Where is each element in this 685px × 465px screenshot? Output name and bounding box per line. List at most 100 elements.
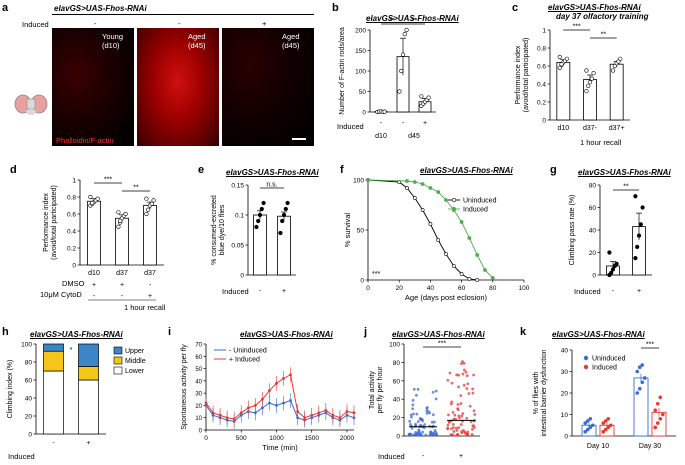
- c-2-sig-text: **: [601, 32, 607, 39]
- i-series-1-pt-8: [260, 397, 264, 401]
- f-series-0-pt-5: [428, 222, 433, 226]
- j-pt-0-47: [435, 433, 439, 437]
- c-ylabel-0: Performance index: [515, 45, 522, 104]
- k-ytick-label-1: 10: [561, 412, 569, 419]
- j-ytick-label-1: 20: [393, 415, 401, 422]
- i-series-1-pt-2: [218, 413, 222, 417]
- i-series-1-pt-5: [239, 411, 243, 415]
- g-pt-1-4: [640, 205, 645, 210]
- micrograph-3-caption-line2: (d45): [282, 41, 300, 50]
- g-pt-1-3: [638, 222, 643, 227]
- scale-bar: [292, 138, 306, 140]
- c-ytick-label-0: 0: [542, 118, 546, 125]
- j-pt-1-48: [457, 385, 460, 389]
- d-pt-1-6: [118, 218, 123, 223]
- j-pt-0-18: [416, 420, 420, 424]
- j-pt-1-63: [460, 414, 464, 418]
- b-ytick-label-0: 0: [362, 110, 366, 117]
- g-pt-1-5: [633, 194, 638, 199]
- j-pt-1-53: [450, 427, 453, 431]
- h-bar-0-1: [43, 350, 64, 372]
- j-pt-1-58: [462, 361, 466, 365]
- j-pt-0-74: [432, 433, 436, 437]
- j-pt-0-8: [412, 412, 415, 416]
- k-pt-0-0-5: [585, 419, 590, 423]
- i-series-0-pt-11: [282, 401, 285, 405]
- panel-a-induced-label: Induced: [22, 20, 49, 29]
- j-pt-1-70: [455, 373, 459, 377]
- c-pt-1-4: [591, 71, 596, 76]
- k-ytick-label-2: 20: [561, 391, 569, 398]
- j-xtick-1: +: [459, 453, 463, 460]
- k-pt-1-0-2: [640, 380, 645, 385]
- j-ytick-label-2: 40: [393, 397, 401, 404]
- k-pt-1-1-3: [660, 412, 665, 417]
- panel-d-label: d: [10, 164, 17, 176]
- j-pt-1-79: [451, 411, 455, 414]
- f-series-1-pt-5: [436, 190, 441, 194]
- j-pt-1-71: [452, 430, 456, 433]
- h-bar-0-0: [43, 370, 64, 435]
- e-pt-1-0: [278, 230, 283, 236]
- j-pt-1-30: [461, 372, 465, 376]
- j-pt-1-74: [462, 383, 466, 387]
- g-ytick-label-1: 20: [589, 250, 597, 257]
- g-xtick-1: +: [637, 288, 641, 295]
- i-ytick-label-6: 60: [195, 355, 202, 361]
- k-pt-1-1-4: [653, 408, 658, 413]
- e-pt-1-3: [283, 206, 288, 212]
- h-ytick-label-3: 60: [25, 378, 33, 385]
- j-pt-1-42: [453, 413, 457, 417]
- c-pt-1-1: [586, 83, 591, 88]
- k-pt-0-0-2: [588, 425, 593, 430]
- j-pt-1-39: [446, 423, 450, 427]
- b-pt-1-3: [402, 31, 407, 37]
- k-pt-1-1-1: [655, 421, 660, 425]
- k-pt-0-1-6: [606, 417, 611, 421]
- b-group-0: d10: [375, 133, 387, 140]
- panel-g-label: g: [550, 164, 557, 176]
- b-ylabel-0: Number of F-actin rods/area: [339, 27, 346, 115]
- j-pt-0-35: [411, 407, 415, 411]
- j-pt-0-61: [421, 430, 425, 434]
- j-ylabel-1: per fly per hour: [377, 366, 384, 414]
- micrograph-young-d10: [52, 28, 134, 146]
- i-xlabel: Time (min): [262, 443, 298, 452]
- j-pt-0-59: [411, 398, 415, 402]
- e-xtick-1: +: [282, 288, 286, 295]
- k-pt-1-0-6: [640, 363, 645, 367]
- d-dmso-mark-1: +: [120, 282, 124, 289]
- panel-a-induced-mark-2: -: [178, 19, 181, 28]
- panel-j-title: elavGS>UAS-Fhos-RNAi: [392, 330, 485, 339]
- j-pt-0-23: [414, 424, 418, 427]
- j-pt-1-49: [451, 433, 455, 437]
- c-pt-2-0: [610, 68, 616, 73]
- c-pt-0-5: [557, 54, 562, 60]
- f-xlabel: Age (days post eclosion): [405, 293, 488, 302]
- j-pt-0-6: [409, 413, 413, 417]
- j-ytick-label-3: 60: [393, 378, 401, 385]
- c-xtick-1: d37-: [583, 125, 598, 132]
- micrograph-2-caption-line1: Aged: [188, 32, 206, 41]
- k-xtick-1: Day 30: [639, 443, 661, 450]
- b-1-sig-text: **: [389, 18, 395, 25]
- f-series-0-pt-8: [451, 264, 456, 268]
- h-bar-1-2: [78, 343, 99, 367]
- f-series-1-pt-6: [444, 198, 448, 202]
- j-pt-1-59: [454, 426, 458, 430]
- h-sig-text: *: [70, 347, 73, 354]
- h-xtick-0: -: [52, 440, 55, 447]
- micrograph-aged-d45: [137, 28, 219, 146]
- d-pt-2-5: [144, 196, 149, 201]
- f-ytick-label-0: 0: [360, 278, 364, 285]
- c-ytick-label-1: 0.2: [537, 100, 546, 107]
- i-ytick-label-3: 30: [195, 392, 202, 398]
- k-legend-text-0: Uninduced: [592, 356, 626, 363]
- i-series-1-line: [205, 373, 355, 420]
- k-pt-0-1-5: [603, 419, 608, 423]
- i-series-1-pt-14: [303, 416, 307, 420]
- j-pt-1-7: [471, 387, 475, 391]
- panel-i-label: i: [168, 326, 172, 338]
- j-pt-1-68: [469, 420, 473, 423]
- g-pt-1-2: [636, 233, 642, 238]
